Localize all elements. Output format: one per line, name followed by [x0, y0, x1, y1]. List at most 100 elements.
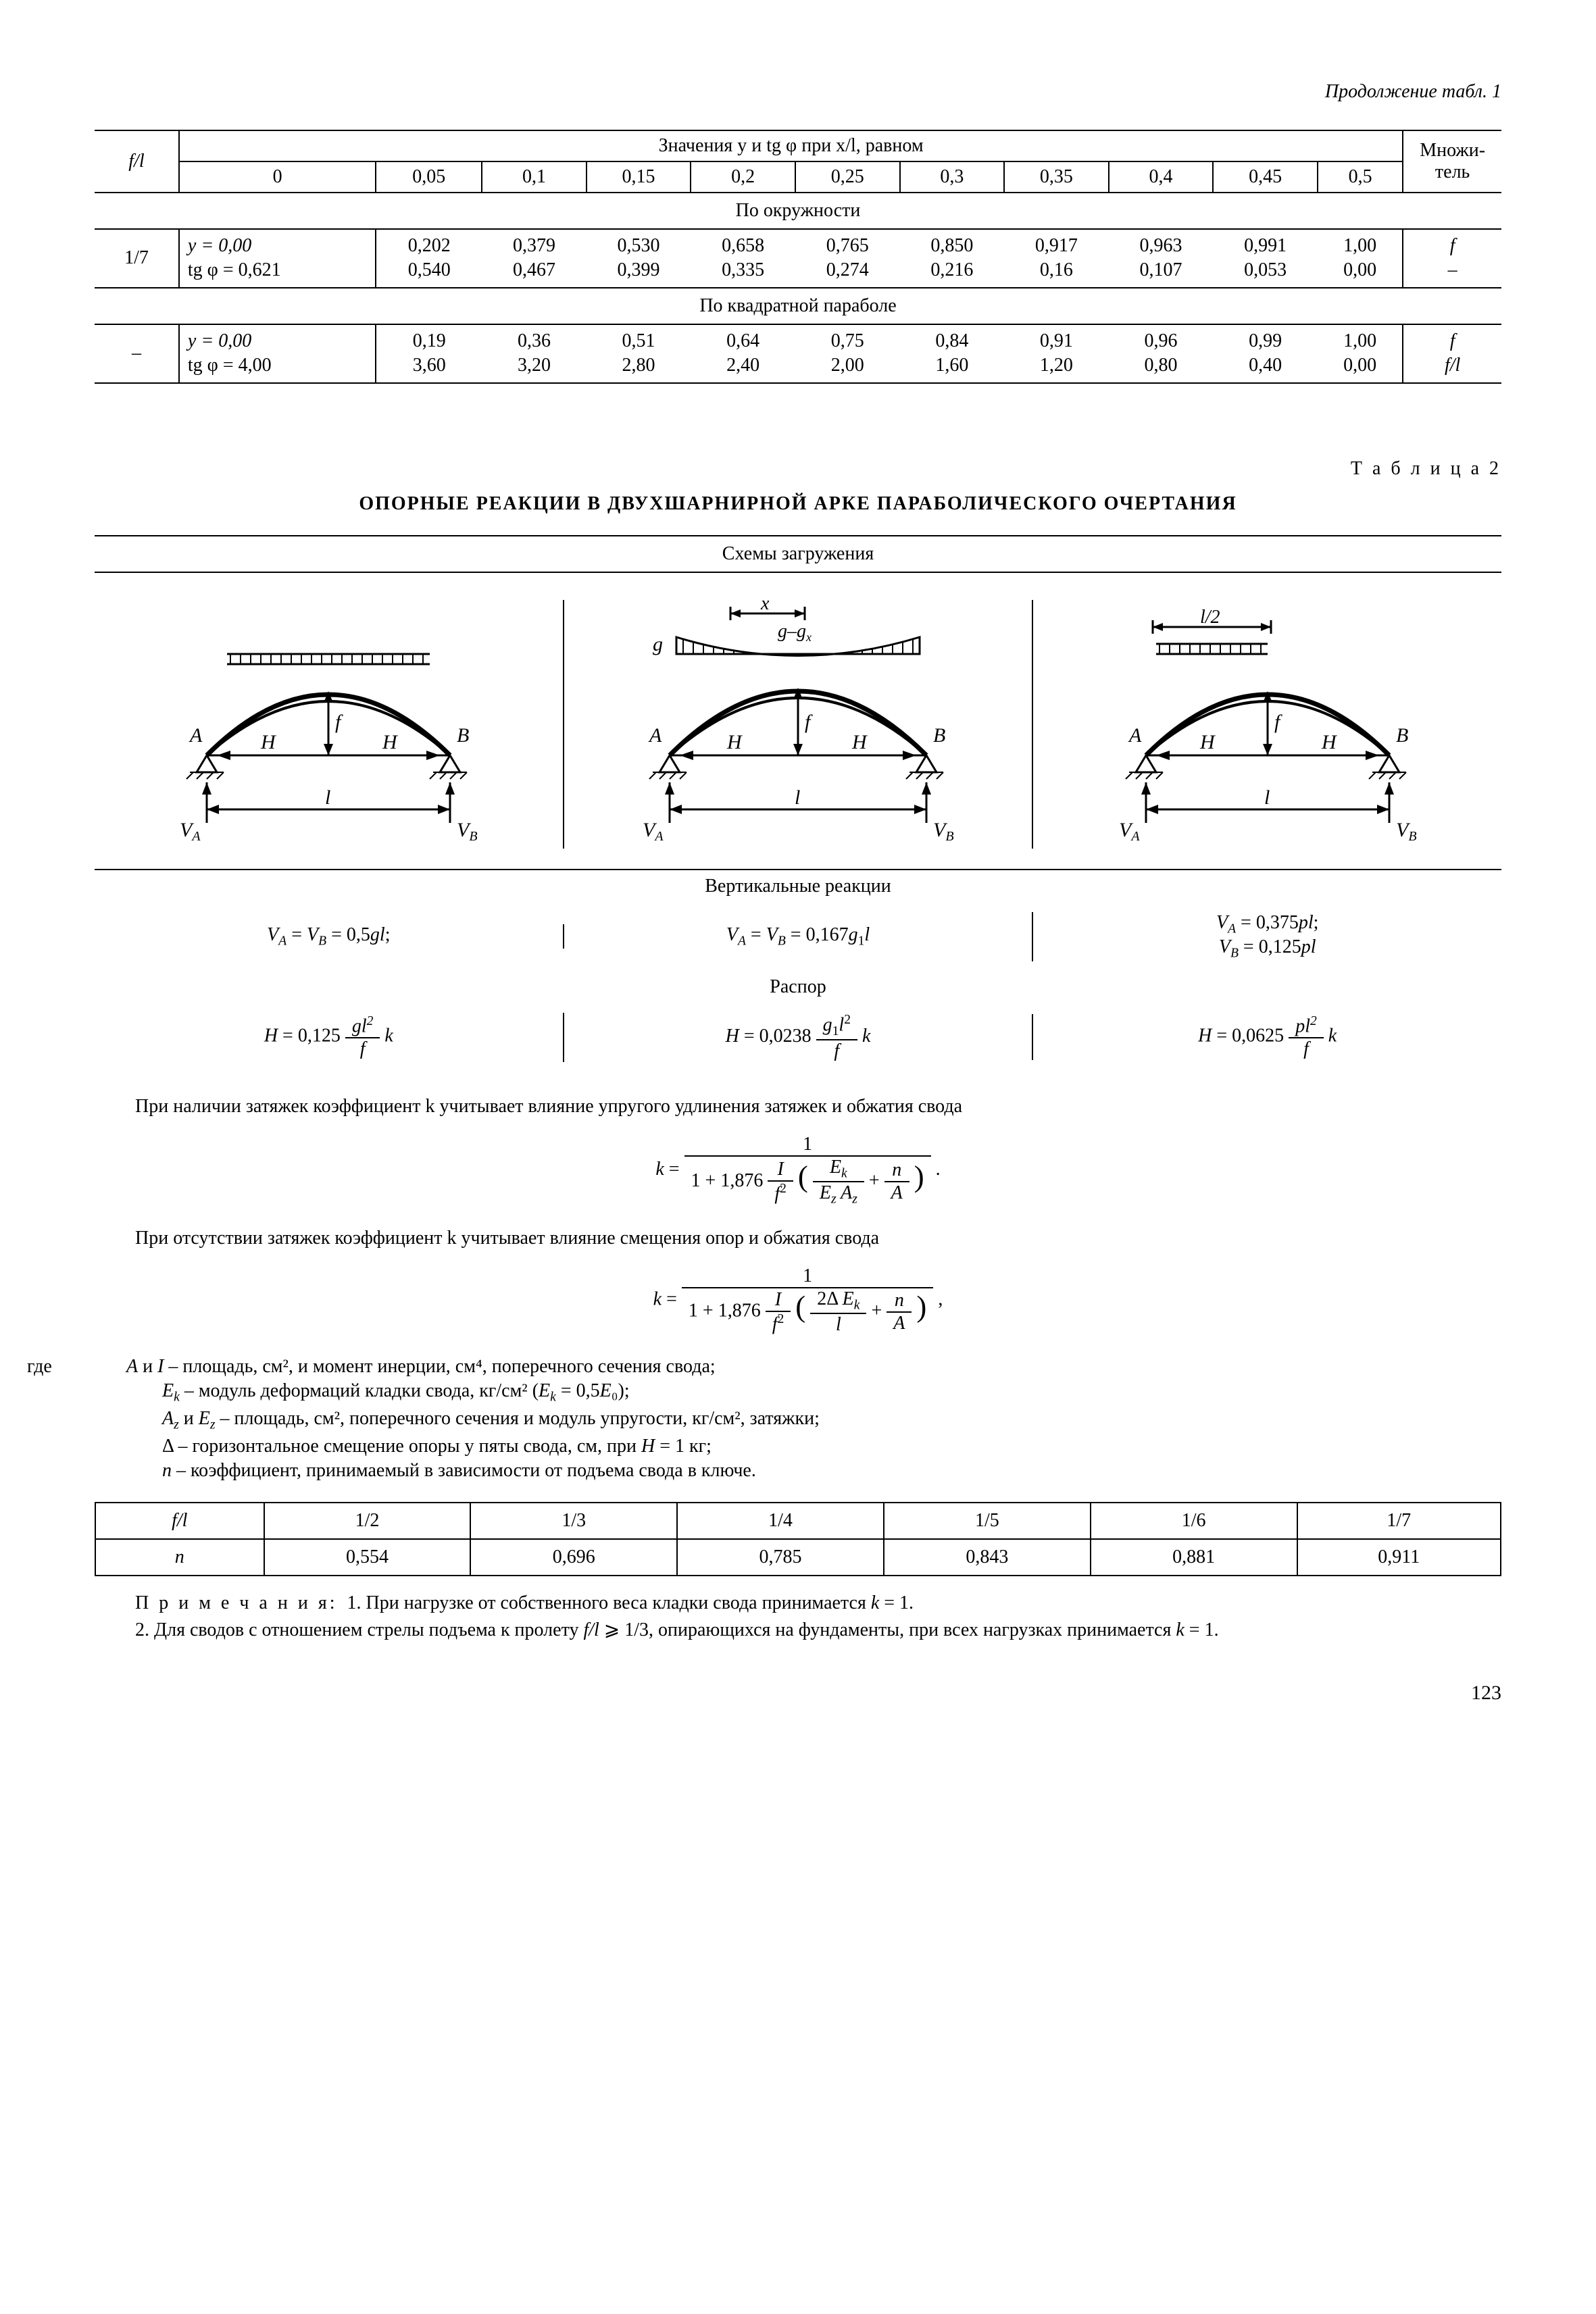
t3-c: 1/7: [1297, 1503, 1501, 1539]
t1-col: 0,45: [1213, 161, 1318, 193]
t3-r1h: f/l: [95, 1503, 264, 1539]
table-2-label: Т а б л и ц а 2: [95, 458, 1501, 480]
vr-3: VA = 0,375pl; VB = 0,125pl: [1032, 912, 1501, 961]
svg-text:VA: VA: [643, 819, 664, 844]
notes-lead: П р и м е ч а н и я:: [135, 1592, 338, 1613]
t1-r2-c0: y = 0,00 tg φ = 4,00: [179, 324, 376, 383]
t1-r2-c0b: tg φ = 4,00: [188, 355, 272, 376]
svg-text:H: H: [1321, 731, 1338, 753]
table-cell: 0,960,80: [1109, 324, 1214, 383]
table-cell: 0,363,20: [482, 324, 587, 383]
table-cell: 0,9630,107: [1109, 229, 1214, 288]
t1-col: 0,4: [1109, 161, 1214, 193]
svg-text:l: l: [795, 786, 800, 809]
arch-diagram-2-icon: x g g–gx: [609, 600, 987, 843]
formula-k1: k = 1 1 + 1,876 If2 ( EkEz Az + nA ) .: [95, 1134, 1501, 1207]
note-2: 2. Для сводов с отношением стрелы подъем…: [135, 1618, 1501, 1641]
t1-col: 0,35: [1004, 161, 1109, 193]
svg-text:x: x: [760, 593, 770, 614]
table-cell: 0,642,40: [691, 324, 795, 383]
t1-col: 0,5: [1318, 161, 1403, 193]
svg-text:g: g: [653, 633, 663, 655]
vertical-reactions-head: Вертикальные реакции: [95, 870, 1501, 903]
t1-r1-label: 1/7: [95, 229, 179, 288]
t1-mult: Множи-тель: [1403, 130, 1501, 193]
formula-k2: k = 1 1 + 1,876 If2 ( 2Δ Ekl + nA ) ,: [95, 1265, 1501, 1336]
svg-text:H: H: [851, 731, 868, 753]
t1-col: 0,3: [900, 161, 1005, 193]
arch-diagram-1-icon: A B H H f l VA VB: [153, 620, 504, 843]
t1-col: 0,05: [376, 161, 482, 193]
table-cell: 0,6580,335: [691, 229, 795, 288]
svg-text:B: B: [457, 724, 469, 747]
svg-text:B: B: [933, 724, 945, 747]
svg-text:l/2: l/2: [1200, 607, 1220, 628]
table-cell: 0,2020,540: [376, 229, 482, 288]
legend-lead: где: [81, 1356, 122, 1378]
t1-col: 0,2: [691, 161, 795, 193]
t3-c: 1/3: [470, 1503, 677, 1539]
svg-text:VB: VB: [933, 819, 954, 844]
table-cell: 1,000,00: [1318, 324, 1403, 383]
table-1: f/l Значения y и tg φ при x/l, равном Мн…: [95, 130, 1501, 384]
table-cell: 0,7650,274: [795, 229, 900, 288]
t3-c: 1/4: [677, 1503, 884, 1539]
t1-mainhead: Значения y и tg φ при x/l, равном: [179, 130, 1403, 161]
para-k1: При наличии затяжек коэффициент k учитыв…: [135, 1096, 1501, 1117]
svg-text:l: l: [1264, 786, 1270, 809]
para-k2: При отсутствии затяжек коэффициент k учи…: [135, 1228, 1501, 1249]
svg-text:H: H: [382, 731, 399, 753]
t1-col: 0,15: [587, 161, 691, 193]
table-cell: 0,752,00: [795, 324, 900, 383]
t1-r2-label: –: [95, 324, 179, 383]
table-cell: 0,8500,216: [900, 229, 1005, 288]
svg-text:H: H: [260, 731, 277, 753]
page-number: 123: [95, 1682, 1501, 1705]
thrust-head: Распор: [95, 971, 1501, 1003]
schemes-header: Схемы загружения: [95, 535, 1501, 573]
t1-rowhead: f/l: [95, 130, 179, 193]
svg-text:B: B: [1396, 724, 1408, 747]
t3-v: 0,696: [470, 1539, 677, 1576]
rp-2: H = 0,0238 g1l2f k: [563, 1013, 1032, 1062]
svg-text:f: f: [335, 711, 343, 733]
table-cell: 0,5300,399: [587, 229, 691, 288]
svg-text:f: f: [805, 711, 813, 733]
table-3: f/l 1/2 1/3 1/4 1/5 1/6 1/7 n 0,554 0,69…: [95, 1502, 1501, 1576]
table-cell: 0,193,60: [376, 324, 482, 383]
t1-col-0: 0: [179, 161, 376, 193]
table-cell: 0,911,20: [1004, 324, 1109, 383]
svg-text:g–gx: g–gx: [778, 621, 812, 644]
t3-v: 0,911: [1297, 1539, 1501, 1576]
arch-diagram-3-icon: l/2: [1092, 613, 1443, 843]
t1-r2-mult: ff/l: [1403, 324, 1501, 383]
t1-band2: По квадратной параболе: [95, 288, 1501, 324]
t3-c: 1/5: [884, 1503, 1091, 1539]
scheme-1: A B H H f l VA VB: [95, 620, 563, 849]
t1-r2-c0a: y = 0,00: [188, 330, 251, 351]
svg-text:A: A: [648, 724, 662, 747]
table-cell: 0,841,60: [900, 324, 1005, 383]
table-cell: 0,3790,467: [482, 229, 587, 288]
table-cell: 0,9910,053: [1213, 229, 1318, 288]
vertical-reactions-row: VA = VB = 0,5gl; VA = VB = 0,167g1l VA =…: [95, 903, 1501, 971]
t1-r1-mult: f–: [1403, 229, 1501, 288]
t3-v: 0,785: [677, 1539, 884, 1576]
svg-text:VB: VB: [457, 819, 478, 844]
scheme-2: x g g–gx: [563, 600, 1034, 849]
svg-text:VA: VA: [1119, 819, 1140, 844]
continuation-header: Продолжение табл. 1: [95, 81, 1501, 103]
table-cell: 0,512,80: [587, 324, 691, 383]
t3-r2h: n: [95, 1539, 264, 1576]
svg-text:H: H: [726, 731, 743, 753]
legend-block: где A и I – площадь, см², и момент инерц…: [95, 1356, 1501, 1481]
svg-text:VA: VA: [180, 819, 201, 844]
t1-col: 0,1: [482, 161, 587, 193]
vr-1: VA = VB = 0,5gl;: [95, 924, 563, 949]
svg-text:l: l: [325, 786, 330, 809]
svg-text:A: A: [189, 724, 203, 747]
t3-v: 0,843: [884, 1539, 1091, 1576]
vr-2: VA = VB = 0,167g1l: [563, 924, 1032, 949]
svg-text:A: A: [1128, 724, 1142, 747]
table-cell: 0,990,40: [1213, 324, 1318, 383]
